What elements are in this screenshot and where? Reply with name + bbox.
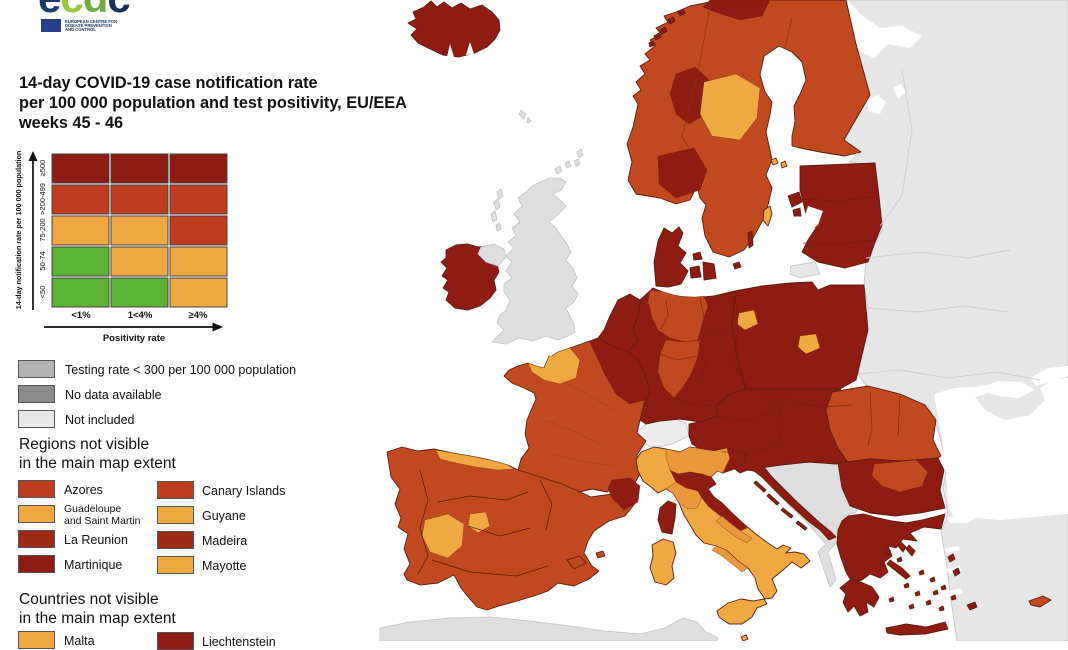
svg-text:≥4%: ≥4% [189, 310, 208, 321]
svg-text:<50: <50 [38, 286, 47, 299]
svg-text:75-200: 75-200 [38, 218, 47, 241]
svg-text:50-74: 50-74 [38, 251, 47, 270]
svg-text:14-day notification rate per 1: 14-day notification rate per 100 000 pop… [14, 151, 23, 310]
svg-text:<1%: <1% [71, 310, 91, 321]
svg-text:Positivity rate: Positivity rate [103, 333, 165, 344]
svg-text:>200-499: >200-499 [38, 183, 47, 215]
svg-text:1<4%: 1<4% [128, 310, 153, 321]
svg-text:≥500: ≥500 [38, 160, 47, 177]
